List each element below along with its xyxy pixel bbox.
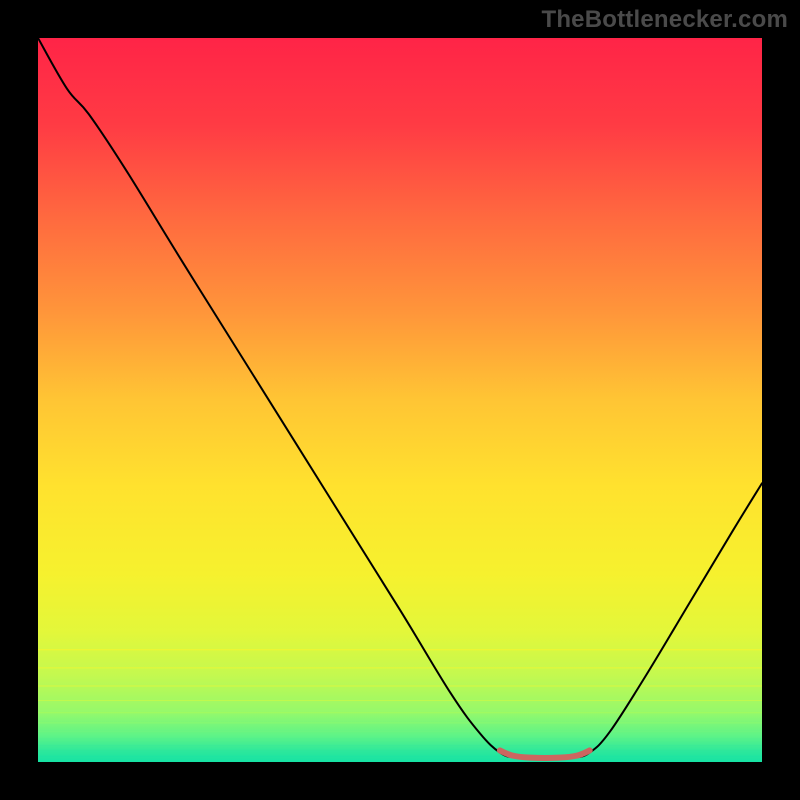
watermark-text: TheBottlenecker.com [541,6,788,34]
chart-background [38,38,762,762]
chart-plot-area [38,38,762,762]
chart-svg [38,38,762,762]
